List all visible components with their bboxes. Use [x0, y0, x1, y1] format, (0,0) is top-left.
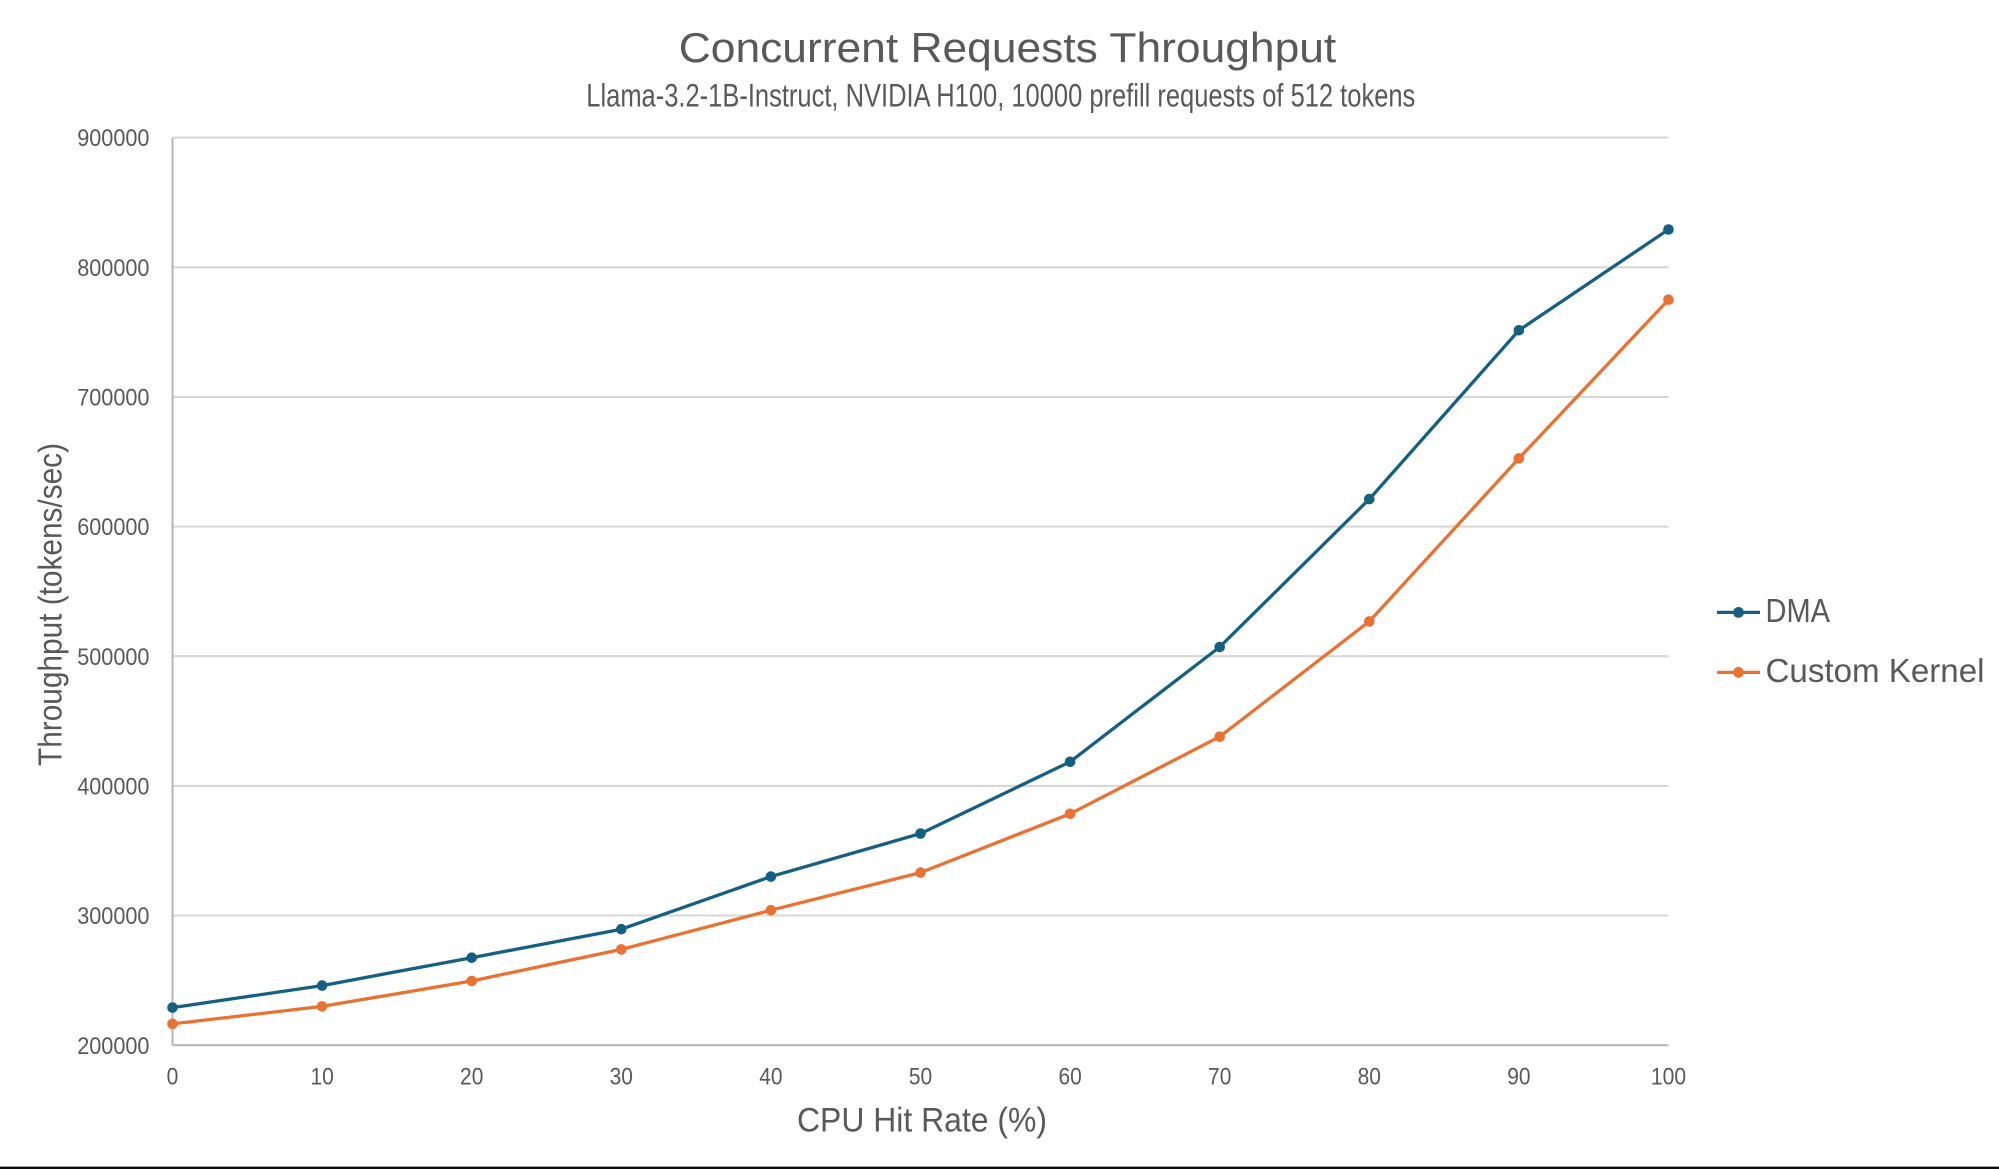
- svg-text:60: 60: [1058, 1064, 1081, 1091]
- svg-text:90: 90: [1507, 1064, 1530, 1091]
- svg-text:20: 20: [460, 1064, 483, 1091]
- svg-text:CPU Hit Rate (%): CPU Hit Rate (%): [797, 1102, 1047, 1140]
- svg-text:800000: 800000: [77, 255, 149, 282]
- svg-text:30: 30: [610, 1064, 633, 1091]
- svg-text:900000: 900000: [77, 125, 149, 152]
- svg-text:300000: 300000: [77, 903, 149, 930]
- svg-text:DMA: DMA: [1766, 593, 1831, 630]
- svg-text:100: 100: [1651, 1064, 1686, 1091]
- svg-text:Throughput (tokens/sec): Throughput (tokens/sec): [33, 443, 70, 766]
- svg-text:200000: 200000: [77, 1033, 149, 1060]
- svg-text:Llama-3.2-1B-Instruct, NVIDIA: Llama-3.2-1B-Instruct, NVIDIA H100, 1000…: [586, 78, 1415, 114]
- svg-text:80: 80: [1358, 1064, 1381, 1091]
- svg-text:10: 10: [310, 1064, 333, 1091]
- svg-text:400000: 400000: [77, 773, 149, 800]
- svg-text:50: 50: [909, 1064, 932, 1091]
- svg-text:Concurrent Requests Throughput: Concurrent Requests Throughput: [679, 24, 1337, 71]
- svg-text:70: 70: [1208, 1064, 1231, 1091]
- svg-text:600000: 600000: [77, 514, 149, 541]
- svg-text:700000: 700000: [77, 385, 149, 412]
- svg-text:500000: 500000: [77, 644, 149, 671]
- svg-text:40: 40: [759, 1064, 782, 1091]
- svg-text:Custom Kernel: Custom Kernel: [1766, 653, 1985, 690]
- svg-text:0: 0: [167, 1064, 179, 1091]
